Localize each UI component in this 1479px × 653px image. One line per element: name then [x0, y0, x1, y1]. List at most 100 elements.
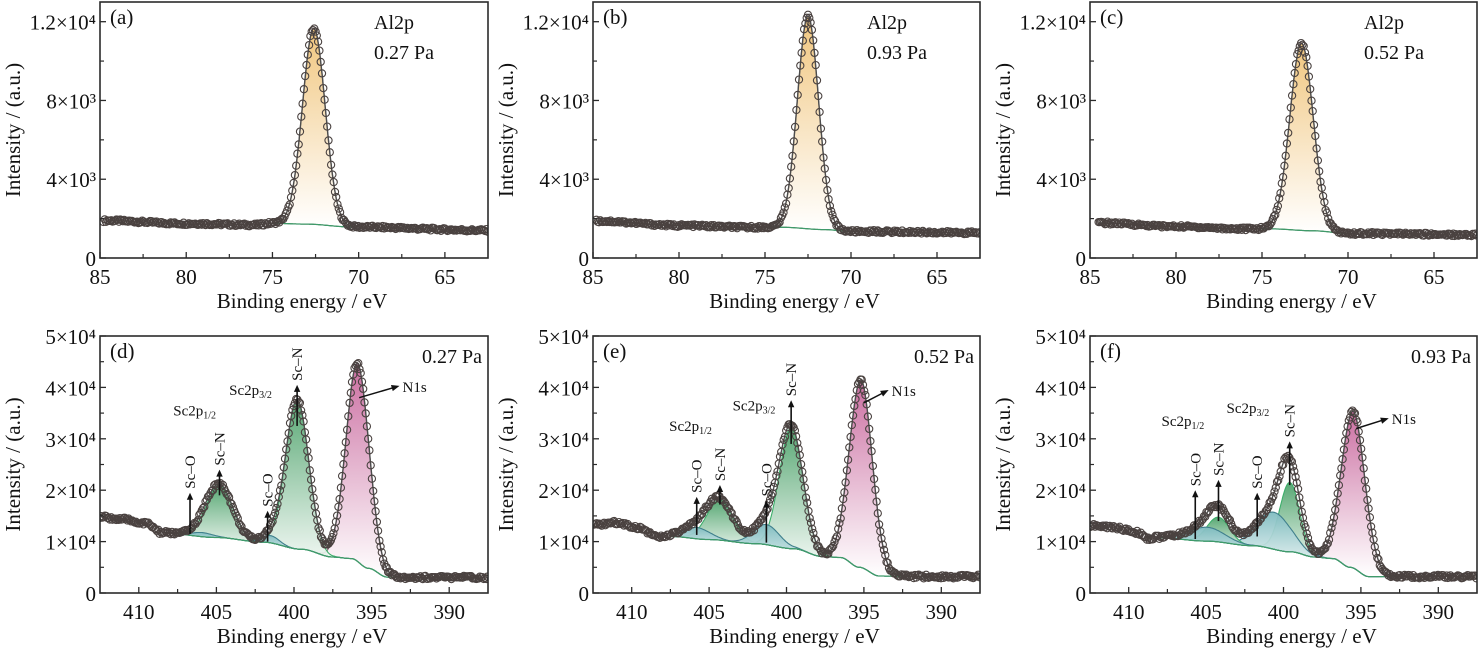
data-point [279, 463, 288, 472]
data-point [819, 153, 828, 162]
data-point [290, 170, 300, 180]
data-point [345, 398, 354, 408]
data-point [272, 503, 281, 513]
data-point [772, 220, 782, 229]
data-point [871, 485, 880, 494]
arrow-head-icon [716, 485, 724, 493]
data-point [810, 48, 819, 58]
data-point [878, 540, 887, 549]
data-point [836, 514, 845, 523]
x-tick-label: 75 [262, 265, 283, 289]
data-point [756, 222, 765, 231]
data-point [649, 220, 658, 229]
data-point [1195, 223, 1204, 233]
data-point [1364, 504, 1373, 513]
data-point [805, 513, 814, 523]
data-point [1318, 191, 1328, 201]
component-al2p [268, 27, 356, 228]
data-point [232, 221, 241, 230]
data-point [282, 445, 291, 454]
data-point [872, 497, 881, 506]
data-point [832, 532, 842, 541]
data-point [883, 558, 892, 567]
data-point [809, 528, 818, 538]
data-point [815, 107, 824, 117]
y-tick-label: 2×10⁴ [45, 479, 96, 503]
element-annotation: Al2p [867, 12, 907, 34]
y-axis-title: Intensity / (a.u.) [991, 397, 1015, 531]
data-point [435, 224, 444, 234]
data-point [939, 573, 948, 583]
x-tick-label: 395 [1345, 600, 1377, 624]
data-point [357, 222, 367, 231]
data-point [344, 412, 353, 421]
x-tick-label: 390 [926, 600, 958, 624]
data-point [456, 226, 465, 235]
data-point [111, 515, 121, 525]
data-point [1334, 481, 1344, 490]
data-point [355, 364, 364, 374]
data-point [1105, 521, 1114, 531]
background-line [1156, 536, 1430, 578]
data-point [1289, 80, 1298, 89]
bond-label: Sc–O [759, 463, 775, 497]
x-tick-label: 405 [201, 600, 233, 624]
data-point [1293, 484, 1303, 494]
x-tick-label: 410 [1113, 600, 1145, 624]
data-point [367, 474, 377, 483]
arrow-head-icon [1192, 490, 1199, 498]
data-point [794, 444, 803, 453]
data-point [298, 99, 307, 108]
data-point [726, 507, 735, 517]
data-point [1410, 229, 1419, 238]
y-tick-label: 1.2×10⁴ [30, 11, 96, 35]
x-tick-label: 405 [693, 600, 725, 624]
data-point [148, 218, 157, 227]
data-point [1270, 487, 1279, 496]
data-point [1302, 53, 1311, 62]
data-point [865, 424, 874, 434]
x-tick-label: 70 [1338, 265, 1359, 289]
data-point [1362, 484, 1371, 493]
data-point [840, 488, 849, 497]
y-tick-label: 1.2×10⁴ [523, 11, 589, 35]
data-point [280, 454, 290, 463]
data-point [873, 509, 882, 518]
data-point [1182, 222, 1191, 231]
data-point [395, 224, 404, 233]
arrow-head-icon [186, 492, 194, 500]
y-tick-label: 4×10⁴ [538, 376, 589, 400]
bond-label: Sc–N [1211, 442, 1227, 476]
data-point [319, 83, 328, 93]
data-point [1306, 84, 1315, 94]
x-axis-title: Binding energy / eV [217, 624, 388, 648]
data-point [297, 112, 306, 121]
x-tick-label: 390 [1423, 600, 1455, 624]
data-point [1321, 544, 1330, 553]
data-point [1183, 526, 1192, 535]
data-point [1329, 513, 1339, 522]
orbital-group-label: Sc2p3/2 [733, 399, 776, 417]
data-point [1291, 472, 1300, 482]
data-point [299, 417, 308, 426]
data-point [1220, 509, 1230, 518]
data-point [769, 482, 778, 492]
data-point [825, 201, 835, 211]
data-point [292, 161, 301, 170]
data-point [378, 555, 388, 564]
data-point [1113, 219, 1123, 229]
data-point [1312, 144, 1321, 153]
data-point [289, 178, 298, 188]
data-point [201, 497, 210, 506]
data-point [809, 36, 818, 45]
data-point [1259, 511, 1268, 520]
data-point [787, 162, 796, 171]
data-point [793, 438, 802, 448]
panel-d: 410 405 400 395 390 0 1×10⁴ 2×10⁴ 3×10⁴ 4×10⁴ 5×10… [1, 325, 489, 648]
data-point [1431, 572, 1440, 581]
arrow-head-icon [390, 385, 400, 392]
data-point [325, 538, 334, 547]
data-point [1298, 40, 1307, 49]
data-point [858, 380, 868, 389]
data-point [328, 532, 337, 542]
